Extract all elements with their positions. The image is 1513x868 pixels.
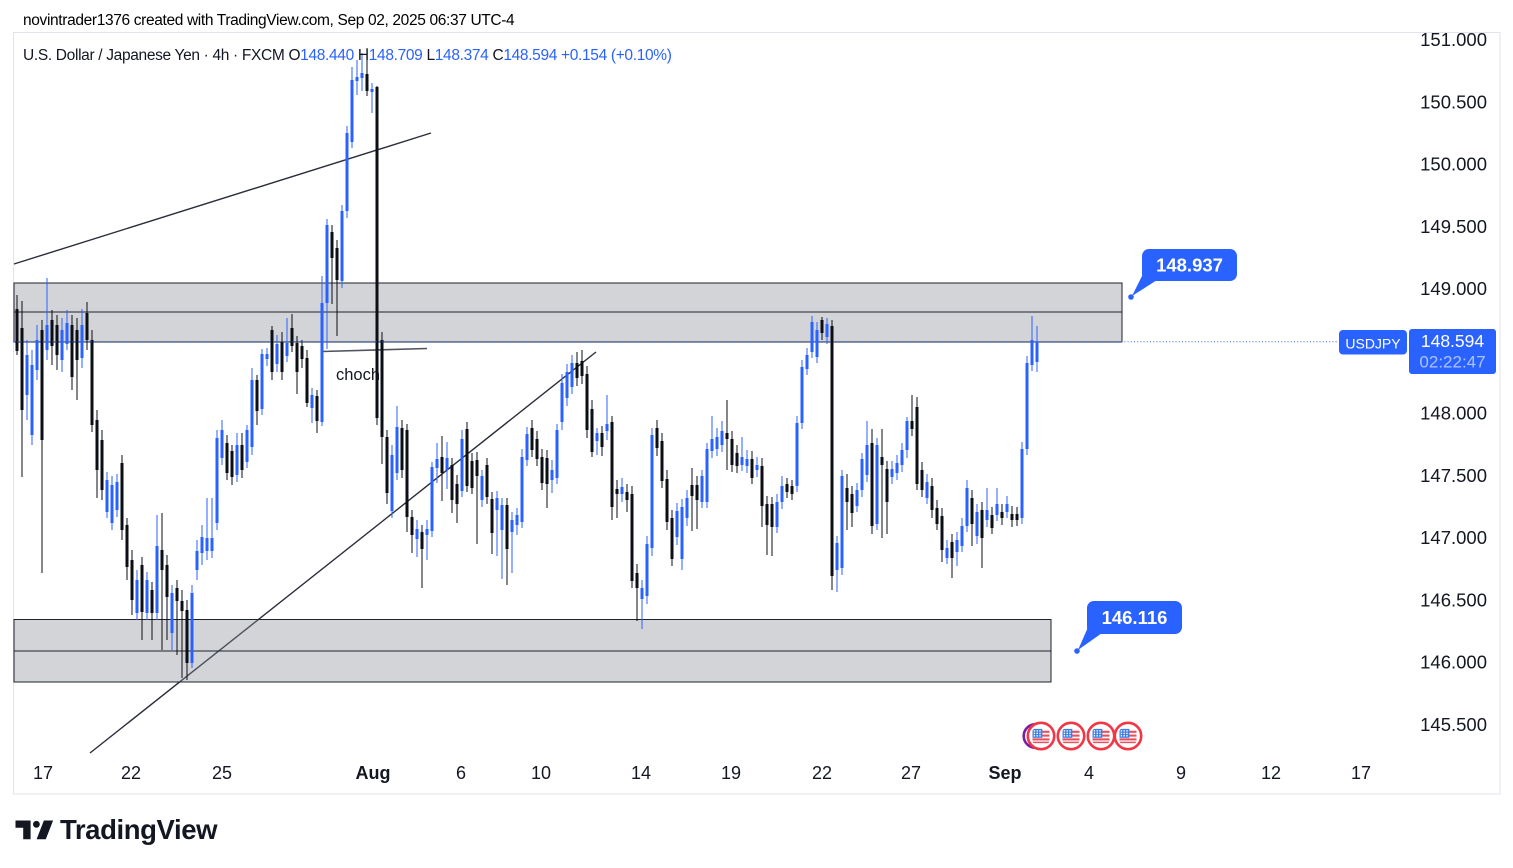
svg-text:148.000: 148.000 (1420, 403, 1487, 424)
svg-text:146.116: 146.116 (1102, 607, 1168, 628)
svg-text:U.S. Dollar / Japanese Yen · 4: U.S. Dollar / Japanese Yen · 4h · FXCM O… (23, 47, 672, 64)
svg-text:148.594: 148.594 (1421, 331, 1485, 351)
svg-text:17: 17 (1351, 763, 1371, 783)
svg-text:151.000: 151.000 (1420, 29, 1487, 50)
svg-text:novintrader1376 created with T: novintrader1376 created with TradingView… (23, 12, 515, 29)
svg-text:choch: choch (336, 366, 380, 384)
svg-text:150.500: 150.500 (1420, 92, 1487, 113)
svg-text:USDJPY: USDJPY (1345, 336, 1401, 352)
svg-text:22: 22 (812, 763, 832, 783)
svg-text:149.500: 149.500 (1420, 216, 1487, 237)
svg-text:Sep: Sep (988, 763, 1021, 783)
svg-text:147.000: 147.000 (1420, 527, 1487, 548)
svg-text:149.000: 149.000 (1420, 278, 1487, 299)
svg-text:146.000: 146.000 (1420, 652, 1487, 673)
svg-text:146.500: 146.500 (1420, 590, 1487, 611)
svg-text:Aug: Aug (356, 763, 391, 783)
svg-text:4: 4 (1084, 763, 1094, 783)
svg-text:TradingView: TradingView (60, 814, 218, 845)
svg-text:14: 14 (631, 763, 651, 783)
svg-text:147.500: 147.500 (1420, 465, 1487, 486)
svg-text:6: 6 (456, 763, 466, 783)
svg-text:148.937: 148.937 (1156, 255, 1223, 276)
svg-text:19: 19 (721, 763, 741, 783)
svg-text:02:22:47: 02:22:47 (1419, 353, 1485, 372)
svg-text:10: 10 (531, 763, 551, 783)
svg-text:9: 9 (1176, 763, 1186, 783)
svg-text:145.500: 145.500 (1420, 714, 1487, 735)
svg-text:22: 22 (121, 763, 141, 783)
svg-text:25: 25 (212, 763, 232, 783)
svg-text:27: 27 (901, 763, 921, 783)
svg-text:12: 12 (1261, 763, 1281, 783)
svg-text:17: 17 (33, 763, 53, 783)
svg-text:150.000: 150.000 (1420, 154, 1487, 175)
